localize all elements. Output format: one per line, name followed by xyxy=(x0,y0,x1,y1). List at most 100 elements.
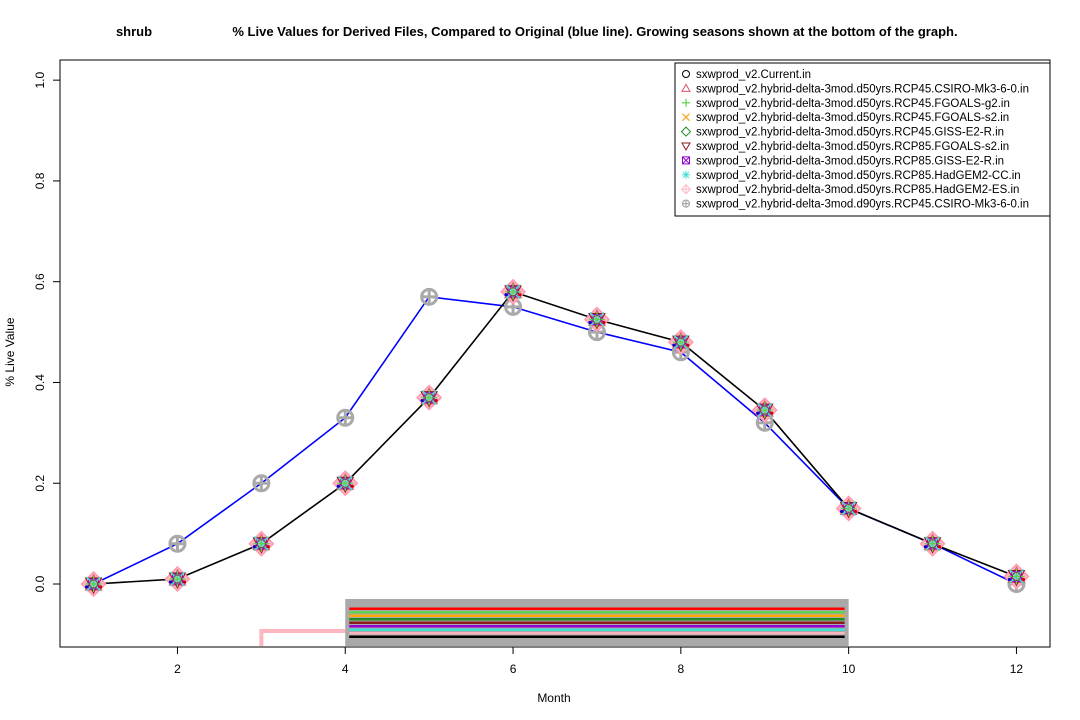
legend-symbol-diamond xyxy=(680,126,692,137)
chart-title-left: shrub xyxy=(116,24,152,39)
derived-data-point xyxy=(164,565,191,593)
legend-item: sxwprod_v2.Current.in xyxy=(682,69,811,81)
x-axis-label: Month xyxy=(537,691,570,705)
original-data-point xyxy=(252,474,271,493)
legend-item: sxwprod_v2.hybrid-delta-3mod.d50yrs.RCP4… xyxy=(682,98,1010,110)
x-tick-label: 12 xyxy=(1010,662,1024,676)
marker-red-dot xyxy=(434,398,438,403)
legend-item: sxwprod_v2.hybrid-delta-3mod.d50yrs.RCP8… xyxy=(680,183,1019,196)
legend-label: sxwprod_v2.hybrid-delta-3mod.d50yrs.RCP4… xyxy=(696,127,1004,139)
legend-symbol-asterisk xyxy=(682,170,690,179)
legend-label: sxwprod_v2.hybrid-delta-3mod.d50yrs.RCP4… xyxy=(696,112,1009,124)
derived-data-point xyxy=(248,530,275,557)
marker-red-dot xyxy=(350,484,354,488)
legend-asterisk-d2 xyxy=(682,171,690,179)
series-line-original xyxy=(93,295,1017,585)
x-tick-label: 6 xyxy=(510,662,517,676)
marker-blue-dot xyxy=(252,545,256,549)
legend-triangle-icon xyxy=(681,83,691,92)
legend-item: sxwprod_v2.hybrid-delta-3mod.d50yrs.RCP4… xyxy=(681,83,1029,95)
derived-data-point xyxy=(583,306,611,333)
derived-data-point xyxy=(835,495,862,522)
marker-small-circle xyxy=(844,503,854,513)
marker-blue-dot xyxy=(1007,577,1012,582)
y-tick-label: 0.6 xyxy=(33,273,47,290)
original-data-point xyxy=(168,534,187,553)
marker-blue-dot xyxy=(840,509,844,514)
x-tick-label: 4 xyxy=(342,662,349,676)
derived-data-point xyxy=(1003,563,1030,590)
marker-blue-dot xyxy=(504,293,508,297)
growing-season-band xyxy=(349,628,845,631)
marker-small-circle xyxy=(760,405,770,415)
marker-small-circle xyxy=(424,393,434,403)
series-lines xyxy=(93,290,1017,585)
x-tick-label: 8 xyxy=(678,662,685,676)
original-growing-season-line xyxy=(259,629,346,646)
marker-red-dot xyxy=(602,320,606,325)
growing-season-band xyxy=(349,625,845,628)
marker-small-circle xyxy=(592,314,602,324)
legend-symbol-triangle-up xyxy=(681,83,691,92)
growing-season-band xyxy=(349,614,845,617)
legend-label: sxwprod_v2.hybrid-delta-3mod.d90yrs.RCP4… xyxy=(696,199,1029,211)
legend-item: sxwprod_v2.hybrid-delta-3mod.d90yrs.RCP4… xyxy=(681,199,1029,211)
marker-small-circle xyxy=(256,539,266,549)
legend-label: sxwprod_v2.hybrid-delta-3mod.d50yrs.RCP8… xyxy=(696,141,1009,153)
marker-small-circle xyxy=(89,579,99,589)
legend-symbol-cross xyxy=(682,113,690,122)
marker-red-dot xyxy=(770,411,774,415)
marker-red-dot xyxy=(1021,577,1026,582)
derived-data-point xyxy=(332,470,359,497)
marker-small-circle xyxy=(1011,571,1021,581)
legend-symbol-triangle-down xyxy=(681,142,691,152)
legend-item: sxwprod_v2.hybrid-delta-3mod.d50yrs.RCP4… xyxy=(682,112,1009,124)
legend-label: sxwprod_v2.hybrid-delta-3mod.d50yrs.RCP8… xyxy=(696,155,1004,167)
original-data-point xyxy=(336,408,355,427)
legend-cross-b xyxy=(682,113,690,122)
marker-red-dot xyxy=(854,509,858,514)
growing-season-band xyxy=(349,635,845,638)
growing-season-band xyxy=(349,607,845,610)
marker-red-dot xyxy=(686,343,690,347)
legend-square-icon xyxy=(682,156,690,165)
data-markers xyxy=(80,278,1030,598)
legend: sxwprod_v2.Current.in sxwprod_v2.hybrid-d… xyxy=(674,62,1051,217)
y-tick-label: 0.0 xyxy=(33,575,47,592)
marker-small-circle xyxy=(172,574,182,584)
legend-item: sxwprod_v2.hybrid-delta-3mod.d50yrs.RCP4… xyxy=(680,126,1004,139)
marker-red-dot xyxy=(937,545,942,549)
legend-item: sxwprod_v2.hybrid-delta-3mod.d50yrs.RCP8… xyxy=(682,170,1021,182)
marker-red-dot xyxy=(182,580,187,584)
x-tick-label: 2 xyxy=(174,662,181,676)
derived-data-point xyxy=(80,570,107,598)
marker-blue-dot xyxy=(923,545,928,549)
marker-blue-dot xyxy=(420,398,424,403)
growing-season-band xyxy=(349,621,845,624)
growing-season-band xyxy=(349,618,845,621)
axes: 2 4 6 8 10 12 0.0 0.2 0.4 0.6 0.8 1.0 xyxy=(33,71,1023,676)
marker-blue-dot xyxy=(84,585,89,589)
legend-label: sxwprod_v2.hybrid-delta-3mod.d50yrs.RCP4… xyxy=(696,83,1029,95)
legend-label: sxwprod_v2.hybrid-delta-3mod.d50yrs.RCP4… xyxy=(696,98,1010,110)
legend-symbol-diamond-plus xyxy=(680,183,692,195)
legend-symbol-circle xyxy=(682,70,690,78)
legend-triangle-down-icon xyxy=(681,142,691,152)
legend-box xyxy=(674,62,1051,217)
y-tick-label: 1.0 xyxy=(33,71,47,88)
legend-label: sxwprod_v2.Current.in xyxy=(696,69,811,81)
marker-blue-dot xyxy=(672,343,676,347)
legend-item: sxwprod_v2.hybrid-delta-3mod.d50yrs.RCP8… xyxy=(681,141,1009,153)
x-tick-label: 10 xyxy=(842,662,856,676)
derived-data-point xyxy=(667,329,694,356)
legend-label: sxwprod_v2.hybrid-delta-3mod.d50yrs.RCP8… xyxy=(696,170,1021,182)
legend-label: sxwprod_v2.hybrid-delta-3mod.d50yrs.RCP8… xyxy=(696,184,1019,196)
legend-symbol-plus xyxy=(682,98,690,107)
marker-small-circle xyxy=(508,287,518,297)
y-tick-label: 0.4 xyxy=(33,374,47,391)
legend-item: sxwprod_v2.hybrid-delta-3mod.d50yrs.RCP8… xyxy=(682,155,1004,167)
series-line-derived xyxy=(93,290,1017,585)
derived-data-point xyxy=(499,278,527,305)
growing-season-bars xyxy=(259,599,849,646)
